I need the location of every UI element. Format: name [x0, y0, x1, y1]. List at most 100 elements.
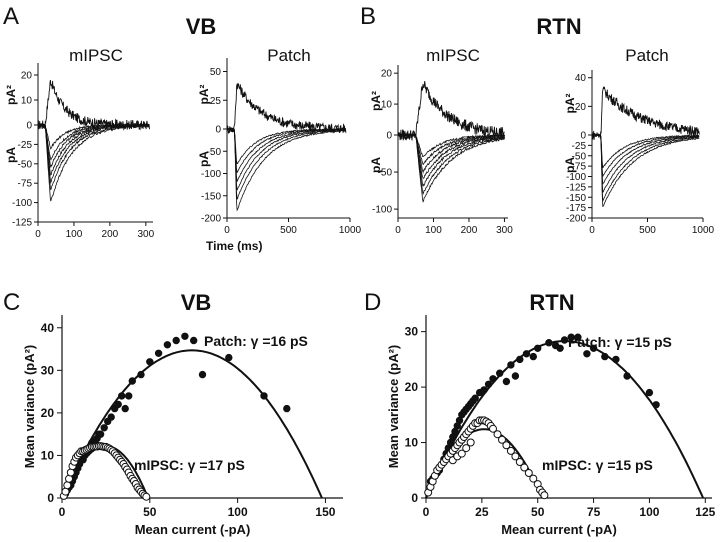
current-sweep — [397, 132, 505, 196]
time-tick-label: 500 — [639, 225, 656, 236]
data-point-patch — [484, 380, 493, 388]
data-point-mipsc — [462, 444, 471, 453]
data-point-patch — [511, 372, 520, 380]
variance-axis-label: pA² — [197, 85, 211, 105]
data-point-mipsc — [489, 424, 497, 433]
data-point-patch — [114, 400, 122, 409]
x-axis-label: Mean current (-pA) — [135, 522, 251, 537]
data-point-patch — [198, 370, 207, 379]
data-point-patch — [560, 336, 569, 344]
variance-tick-label: 0 — [386, 131, 392, 142]
data-point-patch — [589, 344, 598, 352]
current-sweep — [591, 133, 700, 185]
data-point-mipsc — [524, 469, 533, 477]
variance-tick-label: 0 — [215, 125, 221, 136]
x-tick-label: 150 — [315, 505, 335, 519]
x-tick-label: 0 — [423, 505, 430, 519]
series-annotation-patch: Patch: γ =16 pS — [204, 333, 308, 349]
current-sweep — [37, 123, 150, 202]
current-sweep — [37, 123, 150, 191]
x-tick-label: 50 — [143, 505, 157, 519]
current-tick-label: -100 — [12, 198, 32, 209]
current-tick-label: -25 — [18, 140, 33, 151]
current-sweep — [591, 132, 700, 202]
panel-b-title: RTN — [536, 14, 581, 39]
y-tick-label: 30 — [41, 363, 55, 377]
series-annotation-mipsc: mIPSC: γ =17 pS — [134, 457, 245, 473]
data-point-patch — [260, 392, 268, 400]
time-axis-label: Time (ms) — [206, 239, 262, 253]
current-tick-label: -200 — [566, 214, 586, 225]
time-tick-label: 500 — [280, 225, 297, 236]
y-tick-label: 0 — [411, 491, 418, 505]
data-point-patch — [172, 336, 180, 345]
current-sweep — [226, 127, 346, 212]
y-axis-label: Mean variance (pA²) — [386, 345, 401, 469]
time-tick-label: 300 — [496, 225, 513, 236]
y-tick-label: 10 — [405, 436, 419, 450]
data-point-mipsc — [529, 474, 538, 483]
data-point-patch — [96, 430, 105, 438]
data-point-patch — [507, 361, 515, 369]
scatter-chart-d: 0 25 50 75 100 125 0 10 20 30 Mean current (-pA) Me… — [386, 315, 716, 537]
data-point-patch — [496, 369, 504, 377]
data-point-patch — [545, 339, 553, 347]
time-tick-label: 0 — [35, 229, 41, 240]
data-point-mipsc — [63, 481, 72, 490]
data-point-mipsc — [511, 452, 520, 461]
data-point-patch — [556, 344, 564, 352]
current-sweep — [591, 132, 700, 193]
data-point-patch — [583, 350, 591, 358]
data-point-patch — [154, 349, 163, 357]
variance-tick-label: 20 — [575, 102, 587, 113]
x-tick-label: 50 — [531, 505, 545, 519]
current-tick-label: -100 — [201, 169, 221, 180]
data-point-mipsc — [498, 435, 506, 444]
trace-subtitle: Patch — [267, 46, 310, 65]
variance-trace — [397, 80, 505, 141]
y-tick-label: 40 — [41, 321, 55, 335]
data-point-patch — [612, 355, 620, 364]
variance-tick-label: 20 — [21, 71, 33, 82]
data-point-patch — [623, 372, 631, 380]
y-tick-label: 10 — [41, 448, 55, 462]
data-point-patch — [489, 375, 497, 383]
variance-trace — [226, 82, 347, 134]
current-tick-label: -150 — [566, 193, 586, 204]
variance-tick-label: 0 — [580, 131, 586, 142]
variance-tick-label: 0 — [26, 121, 32, 132]
variance-tick-label: 50 — [210, 67, 222, 78]
variance-trace — [591, 86, 700, 140]
x-tick-label: 0 — [59, 505, 66, 519]
data-point-mipsc — [506, 446, 515, 455]
fit-curve-patch — [425, 340, 705, 499]
current-axis-label: pA — [563, 157, 577, 173]
panel-d-title: RTN — [529, 290, 574, 315]
time-tick-label: 100 — [66, 229, 83, 240]
data-point-mipsc — [457, 449, 466, 458]
variance-tick-label: 10 — [21, 96, 33, 107]
variance-tick-label: 40 — [575, 73, 587, 84]
time-tick-label: 200 — [102, 229, 119, 240]
current-tick-label: -125 — [566, 182, 586, 193]
trace-plot-b-patch: Patch02040-25-50-75-100-125-150-175-2000… — [563, 46, 715, 236]
current-sweep — [591, 133, 700, 177]
data-point-patch — [529, 352, 537, 361]
data-point-mipsc — [142, 492, 151, 501]
data-point-patch — [118, 392, 126, 400]
x-tick-label: 100 — [228, 505, 248, 519]
data-point-patch — [601, 352, 609, 361]
y-tick-label: 0 — [47, 491, 54, 505]
panel-letter-b: B — [360, 3, 376, 30]
data-point-mipsc — [66, 468, 75, 477]
current-tick-label: -100 — [372, 205, 392, 216]
current-tick-label: -75 — [18, 179, 33, 190]
current-tick-label: -25 — [572, 141, 587, 152]
data-point-mipsc — [515, 458, 524, 466]
trace-subtitle: mIPSC — [69, 46, 123, 65]
series-annotation-patch: Patch: γ =15 pS — [568, 334, 672, 350]
data-point-patch — [146, 358, 154, 366]
current-tick-label: -125 — [12, 218, 32, 229]
